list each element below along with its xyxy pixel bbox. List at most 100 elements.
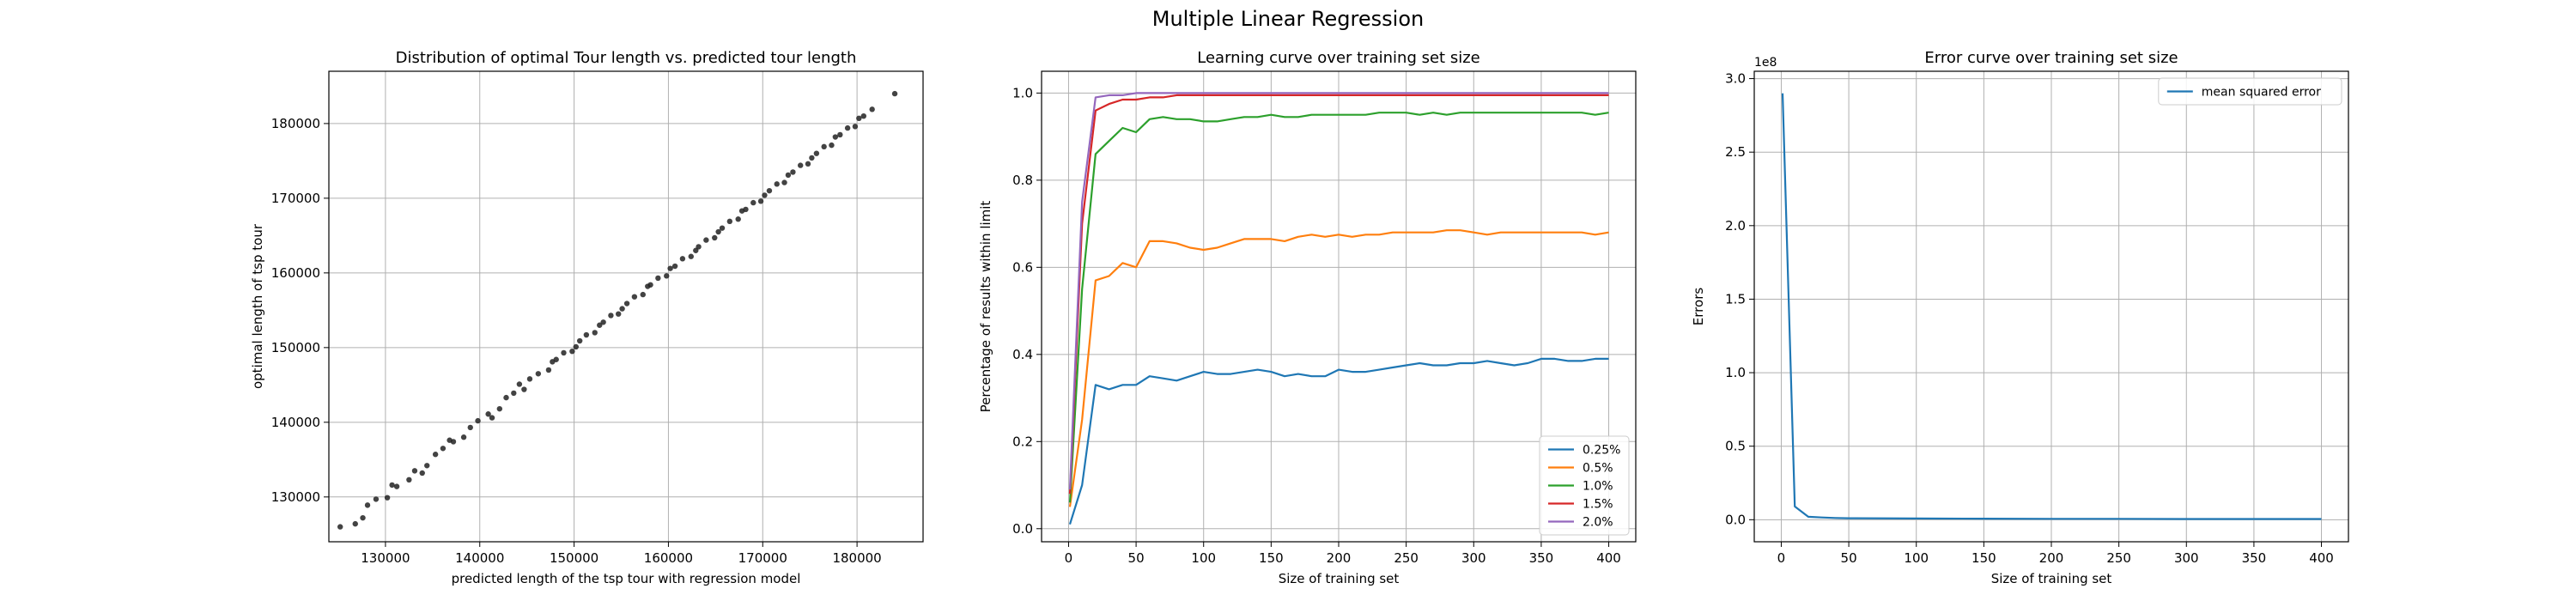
figure-title: Multiple Linear Regression	[1152, 7, 1424, 31]
scatter-point	[419, 470, 425, 477]
scatter-point	[712, 234, 718, 241]
data-layer	[337, 90, 898, 530]
scatter-point	[475, 417, 481, 424]
scatter-point	[821, 143, 827, 150]
x-tick-label: 100	[1904, 550, 1929, 566]
plot-area	[329, 71, 923, 542]
scatter-point	[619, 306, 625, 312]
x-tick-label: 350	[2242, 550, 2267, 566]
x-axis-label: Size of training set	[1991, 571, 2112, 586]
legend-label: 1.5%	[1583, 498, 1613, 512]
scatter-point	[393, 483, 400, 489]
scatter-point	[726, 218, 733, 225]
x-tick-label: 150	[1259, 550, 1284, 566]
x-tick-label: 250	[2106, 550, 2131, 566]
scatter-point	[735, 216, 741, 222]
scatter-point	[411, 468, 418, 474]
x-tick-label: 50	[1128, 550, 1145, 566]
data-layer	[1068, 92, 1609, 525]
legend-label: 0.25%	[1583, 444, 1620, 458]
x-tick-label: 50	[1841, 550, 1857, 566]
scatter-point	[856, 115, 862, 121]
legend-label: mean squared error	[2202, 86, 2321, 100]
scatter-point	[667, 265, 673, 271]
x-tick-label: 170000	[738, 550, 787, 566]
legend-box	[1539, 435, 1630, 536]
scatter-point	[715, 228, 721, 235]
scatter-point	[837, 131, 843, 138]
learning-curve-panel: 0 50 100 150 200 250 300 350 400 0.0 0.2 0.4 0.6 0.8 1…	[978, 49, 1637, 586]
y-tick-label: 1.0	[1725, 365, 1746, 380]
scatter-point	[631, 294, 638, 300]
y-tick-label: 2.5	[1725, 144, 1746, 160]
y-tick-label: 1.0	[1012, 85, 1033, 100]
scatter-point	[671, 263, 678, 270]
y-axis-label: Percentage of results within limit	[978, 201, 993, 413]
scatter-point	[489, 415, 495, 421]
scatter-point	[844, 124, 851, 131]
scatter-point	[757, 198, 764, 204]
scatter-point	[832, 134, 839, 140]
x-tick-label: 0	[1777, 550, 1786, 566]
x-tick-label: 400	[2309, 550, 2334, 566]
scatter-point	[550, 359, 556, 365]
scatter-point	[503, 394, 509, 401]
scatter-point	[432, 452, 439, 458]
y-tick-label: 150000	[271, 340, 320, 355]
scatter-point	[406, 477, 412, 483]
grid	[329, 71, 923, 542]
scatter-point	[790, 169, 796, 175]
y-axis-label: Errors	[1691, 288, 1706, 326]
scatter-point	[545, 367, 552, 373]
scatter-point	[485, 411, 491, 417]
scatter-point	[352, 520, 358, 527]
x-tick-label: 150	[1971, 550, 1996, 566]
y-tick-label: 3.0	[1725, 71, 1746, 87]
scatter-point	[750, 199, 756, 206]
y-tick-label: 1.5	[1725, 291, 1746, 307]
y-tick-label: 0.5	[1725, 439, 1746, 454]
x-tick-label: 200	[1327, 550, 1352, 566]
y-axis-label: optimal length of tsp tour	[250, 223, 265, 389]
scatter-point	[511, 390, 517, 397]
y-tick-label: 0.6	[1012, 259, 1033, 275]
x-tick-label: 300	[2174, 550, 2199, 566]
x-axis-label: predicted length of the tsp tour with re…	[452, 571, 801, 586]
scatter-point	[616, 311, 622, 317]
scatter-point	[640, 291, 646, 298]
scatter-point	[440, 446, 447, 452]
legend-label: 0.5%	[1583, 462, 1613, 476]
y-tick-label: 140000	[271, 415, 320, 430]
scatter-point	[785, 172, 792, 179]
y-tick-label: 160000	[271, 265, 320, 281]
series-line-1	[1068, 229, 1609, 507]
y-offset-label: 1e8	[1754, 56, 1777, 70]
scatter-point	[891, 90, 898, 97]
scatter-point	[645, 283, 651, 289]
y-tick-label: 130000	[271, 489, 320, 505]
x-tick-label: 300	[1461, 550, 1486, 566]
x-tick-label: 400	[1596, 550, 1621, 566]
scatter-point	[798, 162, 804, 168]
scatter-point	[766, 187, 773, 194]
scatter-point	[696, 244, 702, 250]
y-tick-label: 0.8	[1012, 173, 1033, 188]
error-curve-panel: 0 50 100 150 200 250 300 350 400 0.0 0.5 1.0 1.5 2.0 2…	[1691, 49, 2349, 586]
y-tick-label: 0.4	[1012, 347, 1033, 362]
scatter-point	[526, 376, 533, 382]
scatter-point	[623, 300, 630, 307]
scatter-point	[592, 330, 598, 336]
scatter-point	[664, 273, 670, 279]
scatter-point	[600, 319, 606, 325]
scatter-point	[521, 386, 527, 392]
scatter-point	[693, 247, 699, 253]
scatter-point	[809, 155, 815, 161]
scatter-point	[869, 106, 875, 112]
scatter-point	[597, 322, 603, 328]
scatter-point	[337, 524, 343, 530]
scatter-point	[852, 124, 859, 130]
scatter-point	[460, 434, 467, 440]
series-line-2	[1068, 112, 1609, 503]
x-tick-label: 350	[1529, 550, 1554, 566]
